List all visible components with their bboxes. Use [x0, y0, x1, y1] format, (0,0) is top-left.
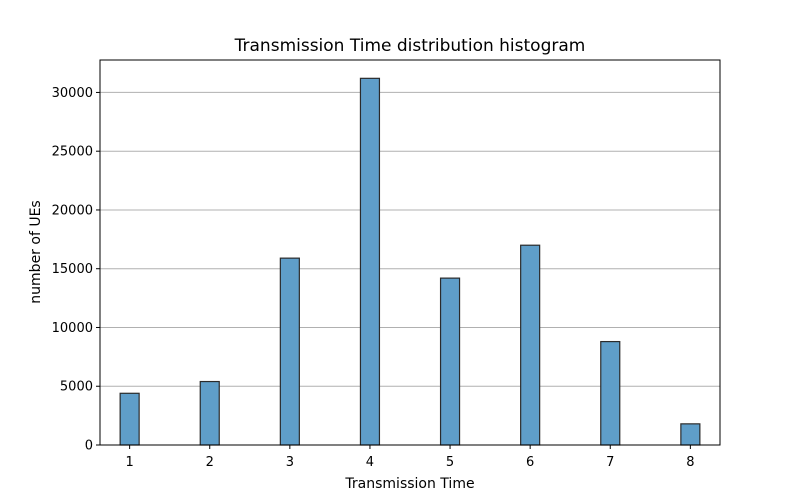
x-tick-label: 6 — [526, 455, 534, 470]
bar-6 — [520, 244, 541, 446]
y-tick-label: 10000 — [52, 321, 93, 336]
y-tick-label: 5000 — [60, 380, 93, 395]
grid-lines — [100, 91, 720, 387]
bars — [119, 77, 701, 446]
y-tick-label: 15000 — [52, 262, 93, 277]
x-tick-label: 3 — [286, 455, 294, 470]
x-tick-label: 5 — [446, 455, 454, 470]
bar-3 — [279, 257, 300, 446]
x-tick-label: 8 — [686, 455, 694, 470]
y-tick-label: 30000 — [52, 86, 93, 101]
bar-7 — [600, 340, 621, 446]
y-tick-label: 25000 — [52, 145, 93, 160]
y-tick-label: 20000 — [52, 203, 93, 218]
chart-title: Transmission Time distribution histogram — [234, 36, 586, 56]
bar-8 — [680, 423, 701, 446]
y-tick-label: 0 — [85, 439, 93, 454]
y-axis-ticks: 0 5000 10000 15000 20000 25000 30000 — [52, 86, 100, 454]
y-axis-label: number of UEs — [28, 200, 44, 303]
x-axis-ticks: 1 2 3 4 5 6 7 8 — [125, 445, 695, 470]
x-tick-label: 7 — [606, 455, 614, 470]
x-axis-label: Transmission Time — [344, 476, 474, 492]
bar-1 — [119, 392, 140, 446]
bar-2 — [199, 380, 220, 446]
bar-4 — [359, 77, 381, 446]
x-tick-label: 4 — [366, 455, 374, 470]
plot-frame — [99, 59, 721, 446]
bar-5 — [439, 277, 461, 446]
x-tick-label: 2 — [206, 455, 214, 470]
x-tick-label: 1 — [125, 455, 133, 470]
